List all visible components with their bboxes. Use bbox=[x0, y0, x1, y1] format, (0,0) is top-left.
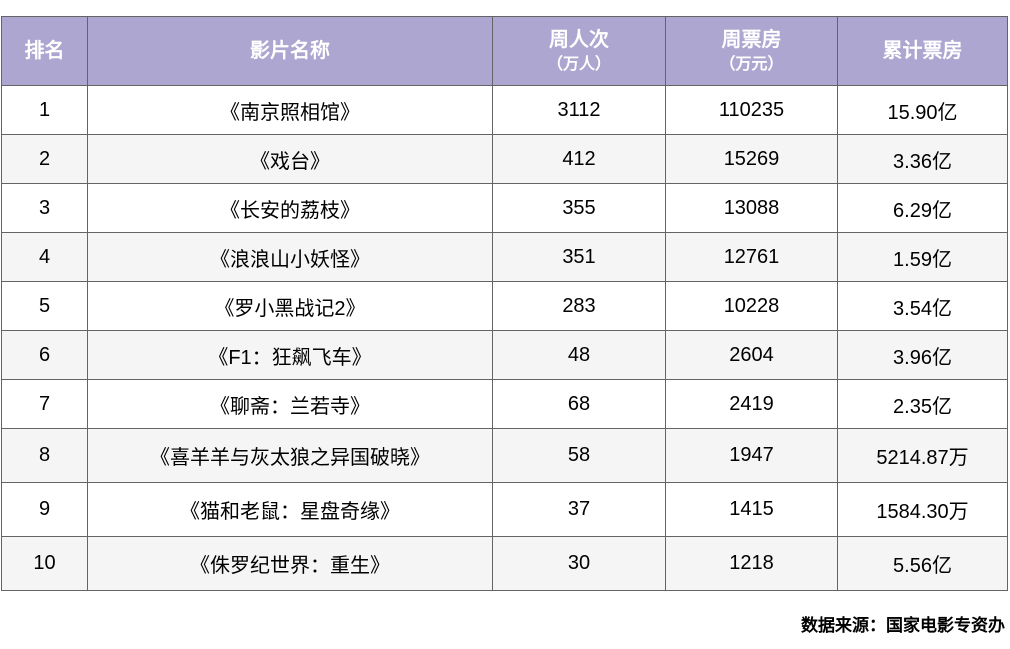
rank-cell: 9 bbox=[1, 482, 88, 537]
total-box-office-cell: 5.56亿 bbox=[837, 536, 1008, 591]
column-header-film-title: 影片名称 bbox=[87, 16, 493, 86]
column-header-total-box-office: 累计票房 bbox=[837, 16, 1008, 86]
weekly-admissions-cell: 30 bbox=[492, 536, 666, 591]
weekly-box-office-cell: 110235 bbox=[665, 85, 838, 135]
table-row: 6 《F1：狂飙飞车》 48 2604 3.96亿 bbox=[1, 330, 1008, 380]
weekly-admissions-cell: 355 bbox=[492, 183, 666, 233]
rank-cell: 8 bbox=[1, 428, 88, 483]
weekly-admissions-cell: 37 bbox=[492, 482, 666, 537]
table-row: 9 《猫和老鼠：星盘奇缘》 37 1415 1584.30万 bbox=[1, 482, 1008, 537]
table-row: 1 《南京照相馆》 3112 110235 15.90亿 bbox=[1, 85, 1008, 135]
weekly-box-office-cell: 2604 bbox=[665, 330, 838, 380]
weekly-box-office-cell: 10228 bbox=[665, 281, 838, 331]
weekly-box-office-cell: 1947 bbox=[665, 428, 838, 483]
rank-cell: 2 bbox=[1, 134, 88, 184]
weekly-box-office-cell: 1218 bbox=[665, 536, 838, 591]
rank-cell: 4 bbox=[1, 232, 88, 282]
rank-cell: 3 bbox=[1, 183, 88, 233]
column-header-sublabel: （万人） bbox=[546, 55, 611, 73]
weekly-admissions-cell: 58 bbox=[492, 428, 666, 483]
rank-cell: 1 bbox=[1, 85, 88, 135]
film-title-cell: 《戏台》 bbox=[87, 134, 493, 184]
weekly-box-office-cell: 12761 bbox=[665, 232, 838, 282]
column-header-rank: 排名 bbox=[1, 16, 88, 86]
weekly-box-office-cell: 2419 bbox=[665, 379, 838, 429]
total-box-office-cell: 15.90亿 bbox=[837, 85, 1008, 135]
table-row: 2 《戏台》 412 15269 3.36亿 bbox=[1, 134, 1008, 184]
rank-cell: 5 bbox=[1, 281, 88, 331]
total-box-office-cell: 1584.30万 bbox=[837, 482, 1008, 537]
rank-cell: 6 bbox=[1, 330, 88, 380]
weekly-box-office-cell: 1415 bbox=[665, 482, 838, 537]
table-row: 8 《喜羊羊与灰太狼之异国破晓》 58 1947 5214.87万 bbox=[1, 428, 1008, 483]
film-title-cell: 《聊斋：兰若寺》 bbox=[87, 379, 493, 429]
weekly-admissions-cell: 283 bbox=[492, 281, 666, 331]
weekly-admissions-cell: 3112 bbox=[492, 85, 666, 135]
column-header-label: 影片名称 bbox=[250, 40, 330, 62]
rank-cell: 10 bbox=[1, 536, 88, 591]
total-box-office-cell: 1.59亿 bbox=[837, 232, 1008, 282]
column-header-label: 周票房 bbox=[721, 28, 782, 51]
column-header-label: 累计票房 bbox=[882, 40, 963, 62]
weekly-box-office-cell: 13088 bbox=[665, 183, 838, 233]
table-row: 10 《侏罗纪世界：重生》 30 1218 5.56亿 bbox=[1, 536, 1008, 591]
total-box-office-cell: 2.35亿 bbox=[837, 379, 1008, 429]
table-row: 5 《罗小黑战记2》 283 10228 3.54亿 bbox=[1, 281, 1008, 331]
total-box-office-cell: 3.36亿 bbox=[837, 134, 1008, 184]
film-title-cell: 《猫和老鼠：星盘奇缘》 bbox=[87, 482, 493, 537]
film-title-cell: 《浪浪山小妖怪》 bbox=[87, 232, 493, 282]
film-title-cell: 《长安的荔枝》 bbox=[87, 183, 493, 233]
weekly-admissions-cell: 68 bbox=[492, 379, 666, 429]
weekly-box-office-table: 排名 影片名称 周人次 （万人） 周票房 （万元） 累计票房 bbox=[1, 16, 1008, 591]
weekly-admissions-cell: 351 bbox=[492, 232, 666, 282]
film-title-cell: 《喜羊羊与灰太狼之异国破晓》 bbox=[87, 428, 493, 483]
total-box-office-cell: 3.96亿 bbox=[837, 330, 1008, 380]
total-box-office-cell: 5214.87万 bbox=[837, 428, 1008, 483]
table-row: 7 《聊斋：兰若寺》 68 2419 2.35亿 bbox=[1, 379, 1008, 429]
total-box-office-cell: 3.54亿 bbox=[837, 281, 1008, 331]
table-row: 3 《长安的荔枝》 355 13088 6.29亿 bbox=[1, 183, 1008, 233]
film-title-cell: 《罗小黑战记2》 bbox=[87, 281, 493, 331]
column-header-label: 周人次 bbox=[549, 28, 609, 51]
column-header-label: 排名 bbox=[24, 40, 65, 62]
weekly-box-office-cell: 15269 bbox=[665, 134, 838, 184]
weekly-admissions-cell: 48 bbox=[492, 330, 666, 380]
rank-cell: 7 bbox=[1, 379, 88, 429]
weekly-admissions-cell: 412 bbox=[492, 134, 666, 184]
table-row: 4 《浪浪山小妖怪》 351 12761 1.59亿 bbox=[1, 232, 1008, 282]
header-row: 排名 影片名称 周人次 （万人） 周票房 （万元） 累计票房 bbox=[1, 16, 1008, 86]
total-box-office-cell: 6.29亿 bbox=[837, 183, 1008, 233]
column-header-weekly-box-office: 周票房 （万元） bbox=[665, 16, 838, 86]
column-header-weekly-admissions: 周人次 （万人） bbox=[492, 16, 666, 86]
column-header-sublabel: （万元） bbox=[719, 55, 784, 73]
film-title-cell: 《F1：狂飙飞车》 bbox=[87, 330, 493, 380]
data-source-note: 数据来源：国家电影专资办 bbox=[801, 616, 1005, 635]
film-title-cell: 《侏罗纪世界：重生》 bbox=[87, 536, 493, 591]
film-title-cell: 《南京照相馆》 bbox=[87, 85, 493, 135]
